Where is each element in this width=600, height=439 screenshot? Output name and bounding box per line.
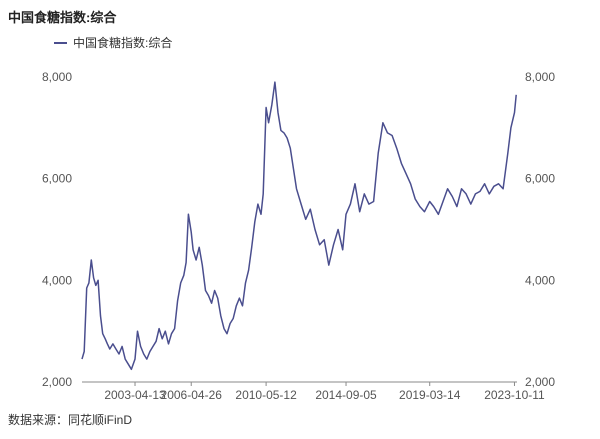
chart-legend: 中国食糖指数:综合 — [54, 34, 172, 51]
x-tick-label: 2023-10-11 — [484, 388, 545, 402]
chart-title: 中国食糖指数:综合 — [8, 10, 117, 25]
x-tick-label: 2003-04-13 — [104, 388, 166, 402]
y-tick-label-left: 6,000 — [42, 172, 72, 186]
y-axis-left: 2,000 4,000 6,000 8,000 — [42, 70, 72, 389]
y-tick-label-left: 8,000 — [42, 70, 72, 84]
legend-label: 中国食糖指数:综合 — [73, 36, 173, 50]
y-tick-label-right: 2,000 — [525, 375, 555, 389]
data-source-note: 数据来源：同花顺iFinD — [8, 413, 133, 427]
x-tick-label: 2014-09-05 — [315, 388, 377, 402]
y-tick-label-left: 4,000 — [42, 273, 72, 287]
series-group — [81, 81, 517, 371]
y-tick-label-right: 4,000 — [525, 273, 555, 287]
y-tick-label-left: 2,000 — [42, 375, 72, 389]
x-tick-label: 2010-05-12 — [235, 388, 297, 402]
series-line — [81, 81, 517, 371]
y-tick-label-right: 8,000 — [525, 70, 555, 84]
y-axis-right: 2,000 4,000 6,000 8,000 — [525, 70, 555, 389]
legend-line-swatch — [54, 41, 67, 44]
x-tick-label: 2006-04-26 — [161, 388, 223, 402]
y-tick-label-right: 6,000 — [525, 172, 555, 186]
x-tick-label: 2019-03-14 — [399, 388, 461, 402]
